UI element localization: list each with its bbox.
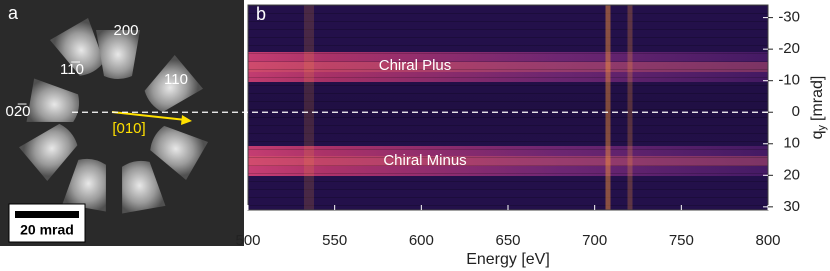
x-tick-label: 650 bbox=[495, 232, 520, 249]
x-axis-label: Energy [eV] bbox=[466, 251, 550, 268]
panel-label: b bbox=[256, 4, 266, 24]
x-tick-label: 750 bbox=[669, 232, 694, 249]
x-tick-label: 550 bbox=[322, 232, 347, 249]
disk bbox=[19, 123, 78, 181]
x-tick-label: 600 bbox=[409, 232, 434, 249]
direction-label: [010] bbox=[112, 120, 145, 137]
reflection-label: 11̅0 bbox=[60, 61, 84, 78]
reflection-label: 110 bbox=[164, 71, 188, 88]
heatmap bbox=[248, 5, 768, 210]
y-tick-label: 20 bbox=[783, 166, 800, 183]
disk bbox=[122, 160, 166, 214]
scale-bar-box bbox=[8, 203, 86, 243]
y-tick-label: -10 bbox=[778, 72, 800, 89]
y-label-unit: [mrad] bbox=[809, 76, 826, 121]
reflection-label: 200 bbox=[113, 22, 138, 39]
y-label-subscript: y bbox=[816, 124, 828, 130]
y-tick-label: -30 bbox=[778, 9, 800, 26]
y-label-symbol: q bbox=[809, 130, 826, 139]
panel-label: a bbox=[8, 3, 19, 23]
y-tick-label: 30 bbox=[783, 198, 800, 215]
axes: 500 550 600 650 700 750 800 -30 -20 -10 0 10 20 30 Ene… bbox=[72, 4, 828, 268]
disk bbox=[150, 125, 209, 181]
x-tick-label: 800 bbox=[755, 232, 780, 249]
x-tick-label: 500 bbox=[235, 232, 260, 249]
reflection-label: 02̅0 bbox=[5, 103, 30, 120]
scale-bar bbox=[15, 211, 79, 218]
disk bbox=[96, 30, 140, 79]
scale-bar-label: 20 mrad bbox=[20, 222, 74, 238]
y-axis-label: qy [mrad] bbox=[809, 76, 828, 140]
annotation: Chiral Minus bbox=[383, 152, 466, 169]
disk bbox=[62, 158, 106, 212]
annotation: Chiral Plus bbox=[379, 57, 452, 74]
direction-arrow bbox=[111, 111, 187, 121]
diffraction-disks bbox=[19, 17, 209, 214]
arrow-head bbox=[181, 115, 192, 125]
fade bbox=[248, 5, 768, 210]
y-tick-label: 10 bbox=[783, 135, 800, 152]
disk bbox=[49, 17, 105, 76]
y-tick-label: -20 bbox=[778, 40, 800, 57]
disk bbox=[144, 55, 203, 113]
y-tick-label: 0 bbox=[792, 103, 800, 120]
disk bbox=[26, 78, 80, 122]
x-tick-label: 700 bbox=[582, 232, 607, 249]
